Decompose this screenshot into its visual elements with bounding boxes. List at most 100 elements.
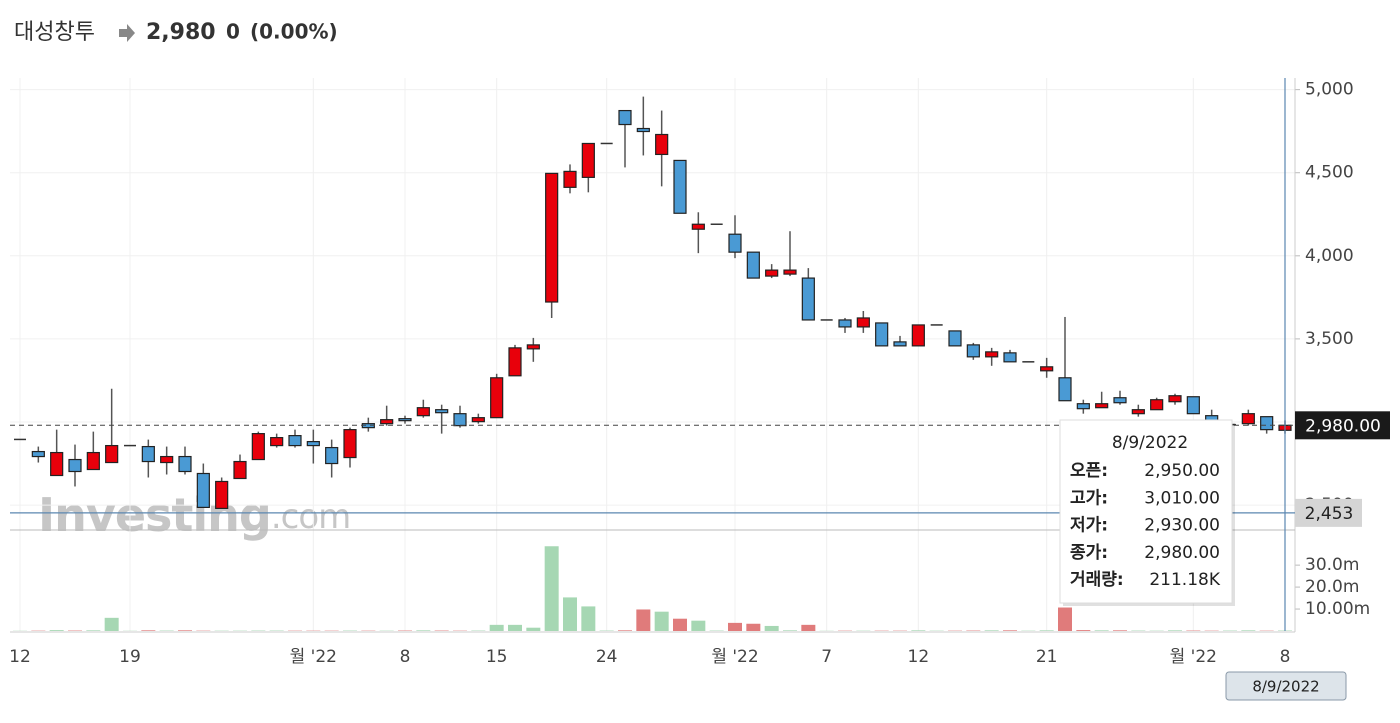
volume-bar (636, 609, 651, 631)
candle-body (1260, 416, 1274, 431)
candle-body (1040, 366, 1054, 372)
x-tick-label: 8 (1280, 647, 1291, 667)
candle-body (398, 418, 412, 422)
candle-body (526, 344, 540, 350)
candle-body (1058, 377, 1072, 402)
volume-bar (563, 597, 577, 631)
candle-body (416, 407, 430, 417)
volume-bar (508, 624, 522, 631)
volume-bar (1076, 630, 1091, 631)
volume-bar (1003, 630, 1017, 631)
volume-bar (489, 624, 504, 631)
volume-bar (544, 546, 559, 631)
change: 0 (226, 20, 240, 44)
y-tick-label: 4,000 (1305, 246, 1354, 266)
candle-body (435, 409, 449, 414)
candle-body (50, 451, 64, 477)
volume-bar (141, 630, 156, 631)
x-tick-label: 8 (400, 647, 411, 667)
candle-body (948, 330, 962, 347)
y-tick-label: 5,000 (1305, 80, 1354, 100)
x-tick-label: 21 (1036, 647, 1058, 667)
candle-body (1076, 403, 1090, 410)
tooltip (1059, 419, 1233, 604)
tooltip-date: 8/9/2022 (1112, 433, 1188, 453)
volume-bar (618, 630, 632, 631)
tooltip-value: 2,930.00 (1144, 516, 1220, 536)
candle-body (801, 277, 815, 321)
candle-body (1003, 352, 1017, 363)
volume-bar (526, 627, 541, 631)
instrument-name: 대성창투 (14, 20, 95, 45)
tooltip-label: 거래량: (1070, 570, 1124, 590)
candle-body (233, 460, 247, 480)
volume-bar (581, 606, 596, 631)
last-price: 2,980 (146, 20, 216, 45)
watermark: Investing.com (38, 488, 350, 542)
tooltip-value: 3,010.00 (1144, 488, 1220, 508)
candle-body (251, 433, 265, 461)
candle-body (1186, 396, 1200, 415)
x-tick-label: 15 (486, 647, 508, 667)
candle-body (196, 472, 210, 509)
candle-body (288, 435, 302, 447)
candle-body (911, 324, 925, 347)
candle-body (325, 446, 339, 465)
candle-body (1095, 403, 1109, 409)
volume-bar (654, 611, 669, 631)
tooltip-value: 2,980.00 (1144, 543, 1220, 563)
candle-body (105, 444, 119, 464)
candle-body (160, 455, 174, 464)
candle-body (636, 127, 650, 133)
x-tick-label: 월 '22 (290, 647, 337, 667)
date-box (1225, 671, 1347, 701)
volume-bar (801, 624, 816, 631)
candle-body (508, 347, 522, 377)
candle-body (545, 172, 559, 303)
volume-bar (178, 630, 192, 631)
candle-body (875, 322, 889, 347)
volume-bar (746, 623, 761, 631)
watermark-text: Investing (38, 488, 271, 542)
volume-bar (764, 625, 779, 631)
candle-body (893, 341, 907, 347)
candle-body (1113, 397, 1127, 404)
volume-bar (728, 622, 742, 631)
candle-body (490, 377, 504, 419)
candle-body (1168, 395, 1182, 403)
change-percent: (0.00%) (250, 20, 338, 44)
tooltip-label: 오픈: (1070, 461, 1108, 481)
candle-body (453, 413, 467, 427)
volume-bar (1113, 630, 1127, 631)
x-tick-label: 12 (908, 647, 930, 667)
candle-body (655, 133, 669, 156)
volume-bar (104, 617, 119, 631)
volume-tick-label: 10.00m (1305, 599, 1370, 619)
candle-body (270, 437, 284, 447)
candle-body (86, 451, 100, 471)
candle-body (563, 170, 577, 188)
candle-body (618, 109, 632, 126)
candle-body (838, 319, 852, 328)
volume-bar (1241, 630, 1256, 631)
candle-body (856, 317, 870, 328)
candle-body (1150, 399, 1164, 411)
volume-tick-label: 20.0m (1305, 577, 1359, 597)
candle-body (215, 480, 229, 509)
candle-body (471, 417, 485, 423)
volume-bar (1168, 630, 1182, 631)
candle-body (306, 440, 320, 447)
volume-bar (783, 630, 797, 631)
candle-body (141, 445, 155, 463)
candle-body (985, 351, 999, 358)
crosshair-box (1295, 498, 1362, 527)
tooltip-label: 종가: (1070, 543, 1108, 563)
volume-bar (911, 630, 926, 631)
volume-bar (86, 630, 101, 631)
candle-body (765, 269, 779, 277)
last-price-box (1295, 411, 1390, 440)
candle-body (1241, 413, 1255, 425)
volume-bar (984, 630, 999, 631)
x-tick-label: 24 (596, 647, 618, 667)
